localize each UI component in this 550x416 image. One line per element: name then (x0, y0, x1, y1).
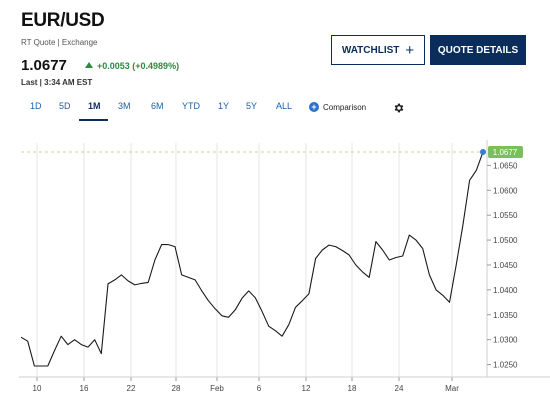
range-tab-5y[interactable]: 5Y (246, 101, 258, 111)
x-tick-label: 28 (172, 384, 181, 393)
y-tick-label: 1.0400 (493, 286, 518, 295)
watchlist-label: WATCHLIST (341, 44, 400, 56)
range-tab-all[interactable]: ALL (276, 101, 293, 111)
price-change: +0.0053 (+0.4989%) (85, 61, 179, 71)
gear-icon[interactable] (393, 102, 405, 114)
plus-icon: + (405, 41, 415, 59)
price-tag (488, 145, 523, 158)
y-tick-label: 1.0450 (493, 261, 518, 270)
y-tick-label: 1.0600 (493, 186, 518, 195)
quote-details-button[interactable]: QUOTE DETAILS (430, 35, 526, 65)
range-tab-3m[interactable]: 3M (118, 101, 131, 111)
watchlist-button[interactable]: WATCHLIST + (331, 35, 425, 65)
price-series-line (20, 151, 484, 367)
quote-subtitle: RT Quote | Exchange (21, 38, 98, 47)
x-tick-label: 6 (257, 384, 262, 393)
y-tick-label: 1.0350 (493, 311, 518, 320)
range-tab-ytd[interactable]: YTD (182, 101, 200, 111)
x-tick-label: 18 (348, 384, 357, 393)
last-price: 1.0677 (21, 57, 67, 74)
range-tab-5d[interactable]: 5D (59, 101, 71, 111)
range-tab-6m[interactable]: 6M (151, 101, 164, 111)
x-tick-label: 12 (302, 384, 311, 393)
y-tick-label: 1.0250 (493, 361, 518, 370)
y-tick-label: 1.0500 (493, 236, 518, 245)
comparison-label: Comparison (323, 102, 367, 112)
active-range-underline (79, 119, 108, 121)
x-tick-label: 22 (127, 384, 136, 393)
y-tick-label: 1.0300 (493, 336, 518, 345)
plus-circle-icon: + (309, 102, 319, 112)
triangle-up-icon (85, 62, 93, 68)
y-tick-label: 1.0550 (493, 211, 518, 220)
x-tick-label: Mar (445, 384, 459, 393)
x-tick-label: Feb (210, 384, 224, 393)
y-tick-label: 1.0650 (493, 161, 518, 170)
last-point-marker (480, 148, 486, 155)
x-tick-label: 16 (80, 384, 89, 393)
price-change-value: +0.0053 (+0.4989%) (97, 61, 180, 71)
comparison-button[interactable]: + Comparison (309, 102, 366, 112)
last-update-time: Last | 3:34 AM EST (21, 78, 93, 87)
price-tag-label: 1.0677 (493, 148, 518, 157)
range-tab-1d[interactable]: 1D (30, 101, 42, 111)
x-tick-label: 24 (395, 384, 404, 393)
range-tab-1y[interactable]: 1Y (218, 101, 230, 111)
range-tab-1m[interactable]: 1M (88, 101, 101, 111)
x-tick-label: 10 (33, 384, 42, 393)
quote-title: EUR/USD (21, 10, 105, 31)
